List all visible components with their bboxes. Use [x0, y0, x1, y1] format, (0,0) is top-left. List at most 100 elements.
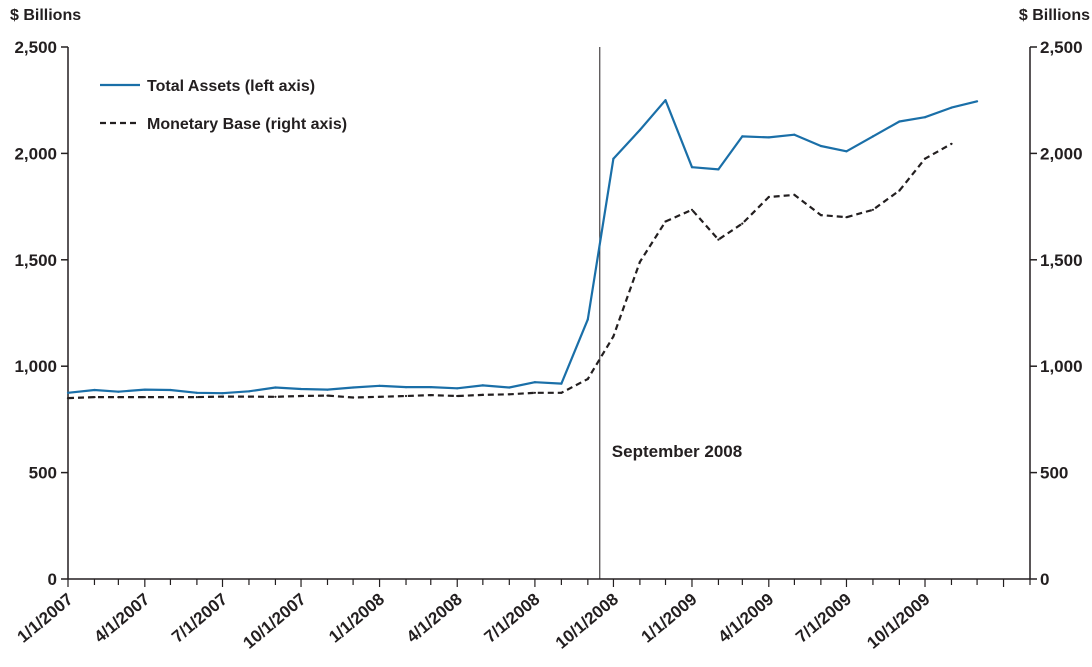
- left-y-tick-label: 2,500: [14, 38, 57, 57]
- x-tick-label: 7/1/2008: [481, 590, 544, 647]
- right-y-axis: 0 500 1,000 1,500 2,000 2,500: [1029, 38, 1083, 589]
- total-assets-point: [481, 384, 484, 387]
- x-tick-label: 7/1/2009: [792, 590, 855, 647]
- monetary-base-point: [898, 189, 901, 192]
- total-assets-points: [66, 99, 979, 395]
- x-tick-label: 7/1/2007: [168, 590, 231, 647]
- september-2008-annotation: September 2008: [599, 47, 742, 579]
- total-assets-point: [456, 387, 459, 390]
- x-tick-label: 10/1/2008: [552, 590, 622, 653]
- x-tick-label: 1/1/2007: [14, 590, 77, 647]
- total-assets-point: [247, 390, 251, 393]
- monetary-base-points: [66, 142, 953, 400]
- monetary-base-point: [326, 394, 329, 397]
- total-assets-point: [793, 133, 796, 136]
- total-assets-point: [717, 168, 720, 171]
- total-assets-point: [871, 135, 875, 138]
- x-tick-label: 10/1/2009: [863, 590, 933, 653]
- x-tick-label: 10/1/2007: [239, 590, 309, 653]
- x-tick-label: 4/1/2009: [714, 590, 777, 647]
- total-assets-line: [67, 99, 978, 395]
- monetary-base-point: [638, 260, 642, 263]
- total-assets-point: [819, 144, 823, 148]
- left-y-tick-label: 0: [48, 570, 57, 589]
- monetary-base-point: [612, 335, 615, 338]
- left-y-axis: 0 500 1,000 1,500 2,000 2,500: [14, 38, 69, 589]
- x-tick-label: 1/1/2009: [638, 590, 701, 647]
- left-y-tick-label: 500: [29, 464, 57, 483]
- monetary-base-point: [481, 393, 484, 396]
- x-tick-label: 1/1/2008: [325, 590, 388, 647]
- total-assets-point: [533, 381, 537, 384]
- monetary-base-point: [93, 396, 96, 399]
- total-assets-point: [612, 157, 615, 160]
- right-y-tick-label: 2,500: [1040, 38, 1083, 57]
- monetary-base-line: [67, 142, 953, 400]
- monetary-base-point: [871, 208, 875, 211]
- monetary-base-point: [845, 216, 848, 219]
- total-assets-point: [638, 128, 642, 132]
- right-y-tick-label: 0: [1040, 570, 1049, 589]
- monetary-base-point: [195, 396, 198, 399]
- monetary-base-point: [143, 396, 146, 399]
- monetary-base-point: [690, 208, 694, 211]
- monetary-base-point: [169, 396, 172, 399]
- total-assets-point: [221, 392, 224, 395]
- legend-label-total-assets: Total Assets (left axis): [147, 78, 315, 95]
- right-axis-unit-label: $ Billions: [1019, 7, 1090, 24]
- total-assets-point: [274, 386, 277, 389]
- total-assets-point: [664, 99, 667, 102]
- right-y-tick-label: 1,500: [1040, 251, 1083, 270]
- monetary-base-point: [664, 220, 667, 223]
- monetary-base-point: [247, 395, 251, 398]
- total-assets-point: [93, 388, 96, 392]
- monetary-base-point: [352, 396, 355, 399]
- total-assets-point: [898, 120, 901, 123]
- series-layer: [66, 99, 979, 400]
- right-y-tick-label: 2,000: [1040, 144, 1083, 163]
- total-assets-point: [299, 387, 303, 391]
- total-assets-point: [352, 386, 355, 389]
- left-y-tick-label: 1,000: [14, 357, 57, 376]
- total-assets-point: [143, 388, 146, 391]
- monetary-base-point: [299, 394, 303, 398]
- monetary-base-point: [560, 391, 563, 394]
- monetary-base-point: [117, 396, 120, 399]
- monetary-base-point: [378, 395, 381, 398]
- total-assets-point: [429, 386, 432, 389]
- right-y-tick-label: 1,000: [1040, 357, 1083, 376]
- x-axis: 1/1/2007 4/1/2007 7/1/2007 10/1/2007 1/1/200…: [14, 578, 1031, 653]
- total-assets-point: [378, 384, 381, 387]
- monetary-base-point: [404, 394, 408, 398]
- total-assets-point: [195, 391, 198, 394]
- monetary-base-point: [923, 157, 927, 160]
- total-assets-point: [404, 386, 408, 389]
- monetary-base-point: [717, 238, 720, 241]
- monetary-base-point: [429, 394, 432, 397]
- left-y-tick-label: 2,000: [14, 144, 57, 163]
- x-tick-label: 4/1/2007: [90, 590, 153, 647]
- total-assets-point: [741, 135, 744, 138]
- monetary-base-point: [508, 393, 511, 396]
- total-assets-point: [845, 150, 848, 153]
- total-assets-point: [690, 166, 694, 169]
- total-assets-point: [586, 318, 589, 321]
- monetary-base-point: [767, 195, 770, 199]
- total-assets-point: [560, 382, 563, 385]
- total-assets-point: [169, 388, 172, 392]
- monetary-base-point: [793, 193, 796, 196]
- legend-label-monetary-base: Monetary Base (right axis): [147, 116, 347, 133]
- total-assets-point: [508, 386, 511, 389]
- monetary-base-point: [741, 222, 744, 225]
- monetary-base-point: [456, 394, 459, 398]
- total-assets-point: [66, 391, 70, 394]
- monetary-base-point: [66, 397, 70, 400]
- total-assets-point: [950, 106, 953, 109]
- total-assets-point: [767, 136, 770, 139]
- monetary-base-point: [819, 214, 823, 217]
- left-axis-unit-label: $ Billions: [10, 7, 81, 24]
- monetary-base-point: [221, 395, 224, 398]
- monetary-base-point: [950, 142, 953, 145]
- x-tick-label: 4/1/2008: [403, 590, 466, 647]
